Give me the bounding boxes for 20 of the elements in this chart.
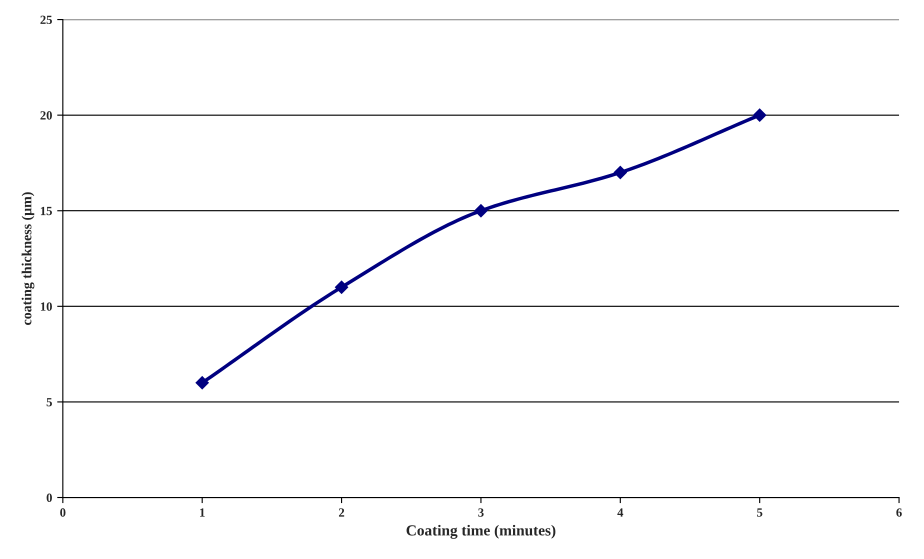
- y-tick-label: 10: [40, 302, 52, 311]
- x-tick-label: 4: [617, 508, 624, 517]
- x-tick-label: 6: [896, 508, 902, 517]
- x-tick-label: 5: [757, 508, 762, 517]
- point: [196, 376, 209, 390]
- x-tick-label: 1: [200, 508, 205, 517]
- x-tick-label: 2: [338, 508, 344, 517]
- y-axis-title: coating thickness (µm): [22, 192, 34, 325]
- y-tick-label: 0: [46, 494, 52, 502]
- x-tick-label: 0: [60, 508, 66, 517]
- point: [334, 280, 348, 294]
- point: [474, 204, 488, 218]
- x-axis-title: Coating time (minutes): [406, 524, 556, 539]
- y-tick-label: 25: [40, 16, 52, 24]
- y-tick-label: 15: [40, 206, 52, 216]
- y-tick-label: 5: [46, 398, 52, 406]
- x-tick-label: 3: [478, 508, 484, 517]
- point: [614, 166, 627, 180]
- y-tick-label: 20: [40, 111, 52, 120]
- point: [753, 108, 766, 122]
